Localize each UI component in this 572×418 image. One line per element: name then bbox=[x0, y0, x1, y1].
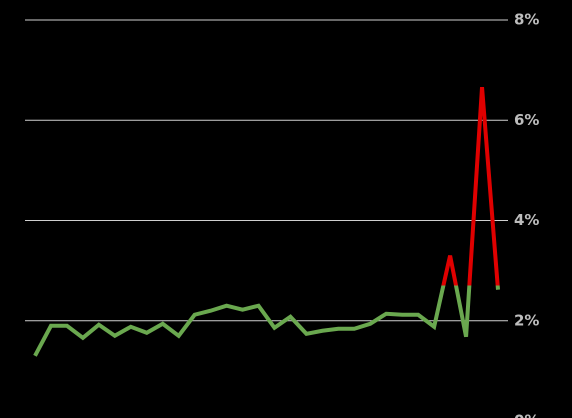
y-tick-label: 2% bbox=[514, 311, 539, 329]
y-tick-label: 4% bbox=[514, 211, 539, 229]
y-tick-label: 8% bbox=[514, 11, 539, 29]
y-tick-label: 6% bbox=[514, 111, 539, 129]
data-line bbox=[33, 87, 500, 357]
y-tick-label: 0% bbox=[514, 412, 539, 418]
